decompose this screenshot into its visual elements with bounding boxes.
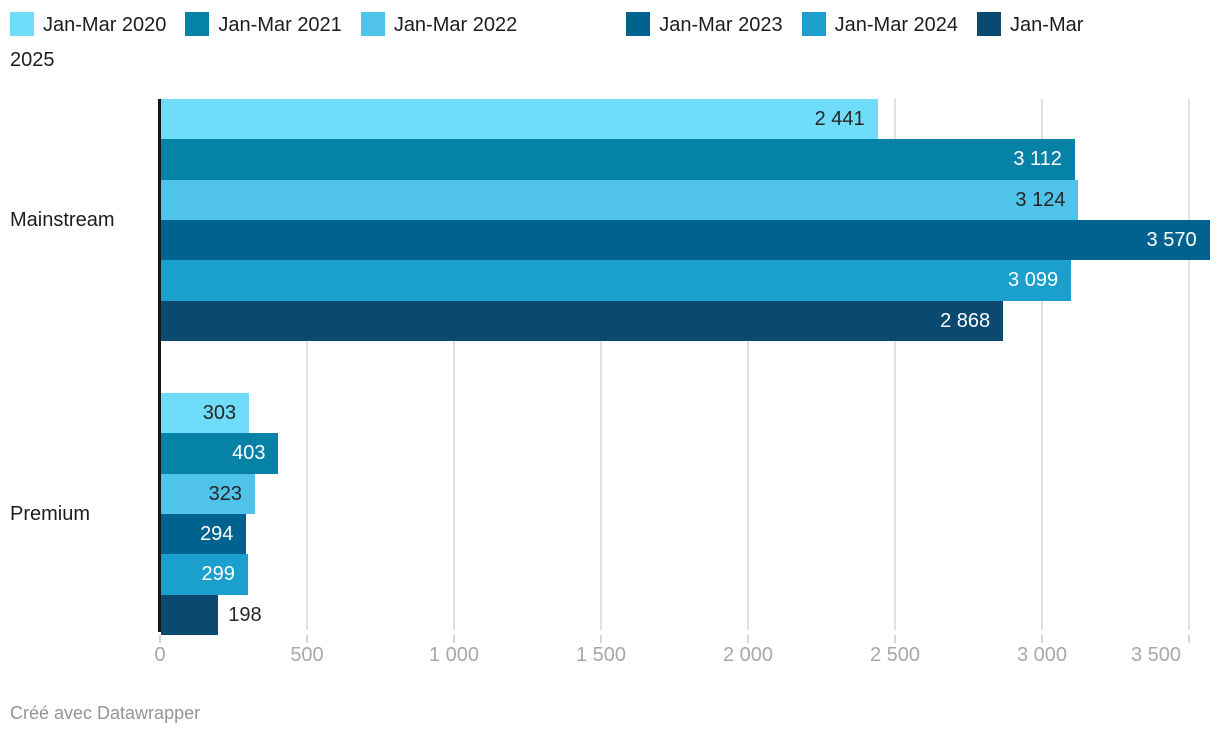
axis-tick: [1041, 635, 1043, 643]
axis-tick: [1188, 635, 1190, 643]
legend: Jan-Mar 2020 Jan-Mar 2021 Jan-Mar 2022 Jan-…: [10, 8, 1084, 78]
x-axis-tick-label: 1 500: [575, 644, 627, 666]
bar: [161, 99, 878, 140]
x-axis-tick-label: 0: [154, 644, 166, 666]
gridline: [1041, 99, 1043, 630]
gridline: [1188, 99, 1190, 630]
bar: [161, 554, 248, 595]
legend-label: Jan-Mar 2025: [10, 14, 1084, 71]
legend-item: Jan-Mar 2025: [10, 12, 1084, 71]
legend-label: Jan-Mar 2022: [393, 14, 518, 36]
bar-value-label: 403: [232, 442, 266, 465]
bar-value-label: 2 868: [940, 309, 991, 332]
bar: [161, 179, 1079, 220]
bar: [161, 393, 250, 434]
x-axis-tick-label: 2 000: [722, 644, 774, 666]
legend-label: Jan-Mar 2023: [659, 14, 783, 36]
legend-swatch: [801, 12, 826, 36]
axis-tick: [453, 635, 455, 643]
legend-swatch: [626, 12, 651, 36]
legend-label: Jan-Mar 2021: [218, 14, 342, 36]
gridline: [453, 99, 455, 630]
gridline: [747, 99, 749, 630]
x-axis-tick-label: 3 500: [1130, 644, 1181, 666]
legend-item: Jan-Mar 2020: [10, 12, 167, 36]
legend-swatch: [185, 12, 210, 36]
legend-swatch: [10, 12, 34, 36]
legend-item: Jan-Mar 2023: [626, 12, 783, 36]
gridline: [600, 99, 602, 630]
axis-tick: [894, 635, 896, 643]
bar: [161, 300, 1004, 341]
legend-item: Jan-Mar 2022: [360, 12, 518, 36]
axis-tick: [747, 635, 749, 643]
bar-value-label: 294: [200, 522, 234, 545]
bar-value-label: 2 441: [814, 108, 865, 130]
bar: [161, 513, 247, 555]
axis-tick: [159, 635, 161, 643]
x-axis-tick-label: 3 000: [1016, 644, 1068, 666]
y-axis-line: [158, 99, 161, 632]
x-axis-tick-label: 1 000: [428, 644, 480, 666]
legend-swatch: [977, 12, 1002, 36]
x-axis-tick-label: 500: [290, 644, 324, 666]
bar-value-label: 323: [208, 482, 242, 505]
bar-value-label: 3 099: [1008, 269, 1059, 292]
bar: [161, 260, 1072, 301]
credit-text: Créé avec Datawrapper: [10, 703, 201, 723]
bar: [161, 219, 1210, 261]
bar-value-label: 3 570: [1146, 228, 1197, 251]
bar-value-label: 198: [228, 603, 262, 626]
bar-value-label: 303: [202, 402, 237, 424]
category-label: Mainstream: [10, 209, 115, 231]
bar-value-label: 3 124: [1015, 188, 1066, 211]
bar: [161, 139, 1075, 180]
x-axis-tick-label: 2 500: [869, 644, 921, 666]
gridline: [306, 99, 308, 630]
category-label: Premium: [10, 503, 91, 525]
bar-value-label: 299: [201, 563, 235, 586]
bar-value-label: 3 112: [1013, 148, 1062, 171]
bar: [161, 473, 255, 514]
bar: [161, 594, 219, 635]
legend-item: Jan-Mar 2024: [801, 12, 959, 36]
gridline: [894, 99, 896, 630]
axis-tick: [306, 635, 308, 643]
axis-tick: [600, 635, 602, 643]
bar: [161, 433, 279, 474]
legend-item: Jan-Mar 2021: [185, 12, 342, 36]
legend-label: Jan-Mar 2024: [834, 14, 959, 36]
legend-swatch: [360, 12, 385, 36]
legend-label: Jan-Mar 2020: [43, 14, 167, 36]
